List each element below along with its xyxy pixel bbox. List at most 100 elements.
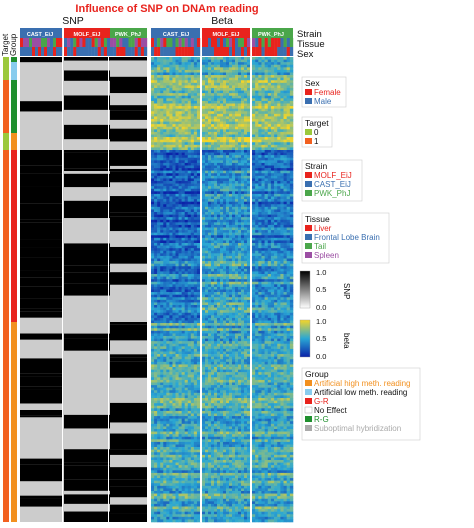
beta-cell-1-53-2 <box>208 193 212 197</box>
beta-cell-1-13-0 <box>202 90 206 94</box>
beta-cell-0-60-5 <box>166 212 170 215</box>
beta-cell-1-72-0 <box>202 243 206 246</box>
beta-cell-0-4-1 <box>154 67 158 71</box>
beta-cell-1-40-13 <box>241 160 245 164</box>
beta-cell-0-142-0 <box>151 423 155 427</box>
beta-cell-0-175-9 <box>178 509 182 512</box>
beta-cell-1-85-7 <box>223 276 227 280</box>
beta-cell-0-177-13 <box>190 514 195 518</box>
beta-cell-0-109-1 <box>154 338 158 342</box>
beta-cell-1-107-3 <box>211 333 215 337</box>
beta-cell-1-106-6 <box>220 330 224 334</box>
beta-cell-0-37-4 <box>163 152 167 156</box>
beta-cell-0-144-15 <box>196 429 201 432</box>
beta-cell-0-140-10 <box>181 418 185 422</box>
beta-cell-0-103-1 <box>154 323 158 326</box>
beta-cell-1-113-3 <box>211 348 215 352</box>
beta-cell-1-64-9 <box>229 222 233 226</box>
beta-cell-0-137-8 <box>175 410 179 414</box>
beta-cell-1-5-11 <box>235 69 239 73</box>
beta-cell-1-99-15 <box>247 312 251 316</box>
beta-cell-0-151-10 <box>181 447 185 450</box>
beta-cell-0-92-2 <box>157 294 161 298</box>
beta-cell-0-60-9 <box>178 212 182 215</box>
beta-cell-1-58-3 <box>211 206 215 210</box>
beta-cell-1-44-0 <box>202 170 206 174</box>
beta-cell-0-139-14 <box>193 416 198 419</box>
beta-cell-1-96-4 <box>214 305 218 308</box>
beta-cell-1-103-13 <box>241 323 245 326</box>
beta-cell-1-5-1 <box>205 69 209 73</box>
beta-cell-0-149-4 <box>163 441 167 445</box>
beta-cell-0-82-6 <box>169 268 173 272</box>
beta-cell-1-34-5 <box>217 144 221 148</box>
beta-cell-1-12-12 <box>238 88 242 91</box>
beta-cell-0-90-6 <box>169 289 173 293</box>
beta-cell-0-167-2 <box>157 488 161 492</box>
beta-cell-1-75-5 <box>217 250 221 254</box>
beta-cell-1-78-12 <box>238 258 242 262</box>
beta-cell-0-49-12 <box>187 183 192 187</box>
beta-cell-0-78-9 <box>178 258 182 262</box>
beta-cell-1-36-4 <box>214 150 218 153</box>
beta-cell-0-7-5 <box>166 75 170 78</box>
sex-cell-1-2-0 <box>252 47 256 56</box>
beta-cell-0-2-14 <box>193 62 198 66</box>
beta-cell-1-91-7 <box>223 292 227 295</box>
beta-cell-1-37-3 <box>211 152 215 156</box>
beta-cell-0-65-13 <box>190 224 195 228</box>
beta-cell-0-116-4 <box>163 356 167 360</box>
beta-cell-0-43-12 <box>187 168 192 171</box>
beta-cell-0-47-9 <box>178 178 182 182</box>
beta-cell-1-69-4 <box>214 235 218 239</box>
beta-cell-0-120-5 <box>166 367 170 370</box>
beta-cell-0-87-5 <box>166 281 170 285</box>
beta-cell-0-109-6 <box>169 338 173 342</box>
beta-cell-1-94-1 <box>205 299 209 303</box>
beta-cell-0-108-15 <box>196 336 201 339</box>
beta-cell-1-70-3 <box>211 237 215 241</box>
beta-cell-0-160-4 <box>163 470 167 474</box>
beta-cell-0-106-7 <box>172 330 176 334</box>
beta-cell-0-111-15 <box>196 343 201 347</box>
beta-cell-0-63-2 <box>157 219 161 223</box>
beta-cell-0-111-1 <box>154 343 158 347</box>
beta-cell-1-78-9 <box>229 258 233 262</box>
beta-cell-1-19-4 <box>214 106 218 109</box>
beta-cell-1-17-3 <box>211 100 215 104</box>
beta-cell-1-87-2 <box>208 281 212 285</box>
beta-cell-0-35-11 <box>184 147 189 151</box>
beta-cell-0-130-1 <box>154 392 158 396</box>
beta-cell-0-89-2 <box>157 286 161 290</box>
beta-cell-0-152-3 <box>160 449 164 453</box>
beta-cell-1-112-1 <box>205 346 209 350</box>
beta-cell-0-121-15 <box>196 369 201 373</box>
beta-cell-1-31-13 <box>241 137 245 140</box>
beta-cell-0-77-2 <box>157 255 161 259</box>
tissue-cell-1-2-4 <box>264 38 268 47</box>
beta-cell-1-69-13 <box>241 235 245 239</box>
beta-cell-0-74-12 <box>187 248 192 252</box>
beta-cell-1-97-4 <box>214 307 218 311</box>
beta-cell-0-110-12 <box>187 341 192 345</box>
beta-cell-1-40-7 <box>223 160 227 164</box>
beta-cell-0-154-2 <box>157 454 161 458</box>
beta-cell-0-165-12 <box>187 483 192 487</box>
beta-cell-0-126-3 <box>160 382 164 386</box>
beta-cell-0-46-4 <box>163 175 167 179</box>
beta-cell-1-34-3 <box>211 144 215 148</box>
beta-cell-0-174-2 <box>157 506 161 510</box>
beta-cell-1-69-7 <box>223 235 227 239</box>
beta-cell-0-18-8 <box>175 103 179 107</box>
beta-cell-0-35-3 <box>160 147 164 151</box>
beta-cell-0-6-8 <box>175 72 179 76</box>
target-segment-2 <box>3 133 9 150</box>
beta-cell-1-50-15 <box>247 186 251 190</box>
beta-cell-0-160-7 <box>172 470 176 474</box>
beta-cell-1-66-4 <box>214 227 218 231</box>
beta-cell-0-136-1 <box>154 408 158 412</box>
beta-cell-1-81-0 <box>202 266 206 270</box>
beta-cell-1-85-1 <box>205 276 209 280</box>
beta-cell-0-148-0 <box>151 439 155 443</box>
beta-cell-0-37-0 <box>151 152 155 156</box>
